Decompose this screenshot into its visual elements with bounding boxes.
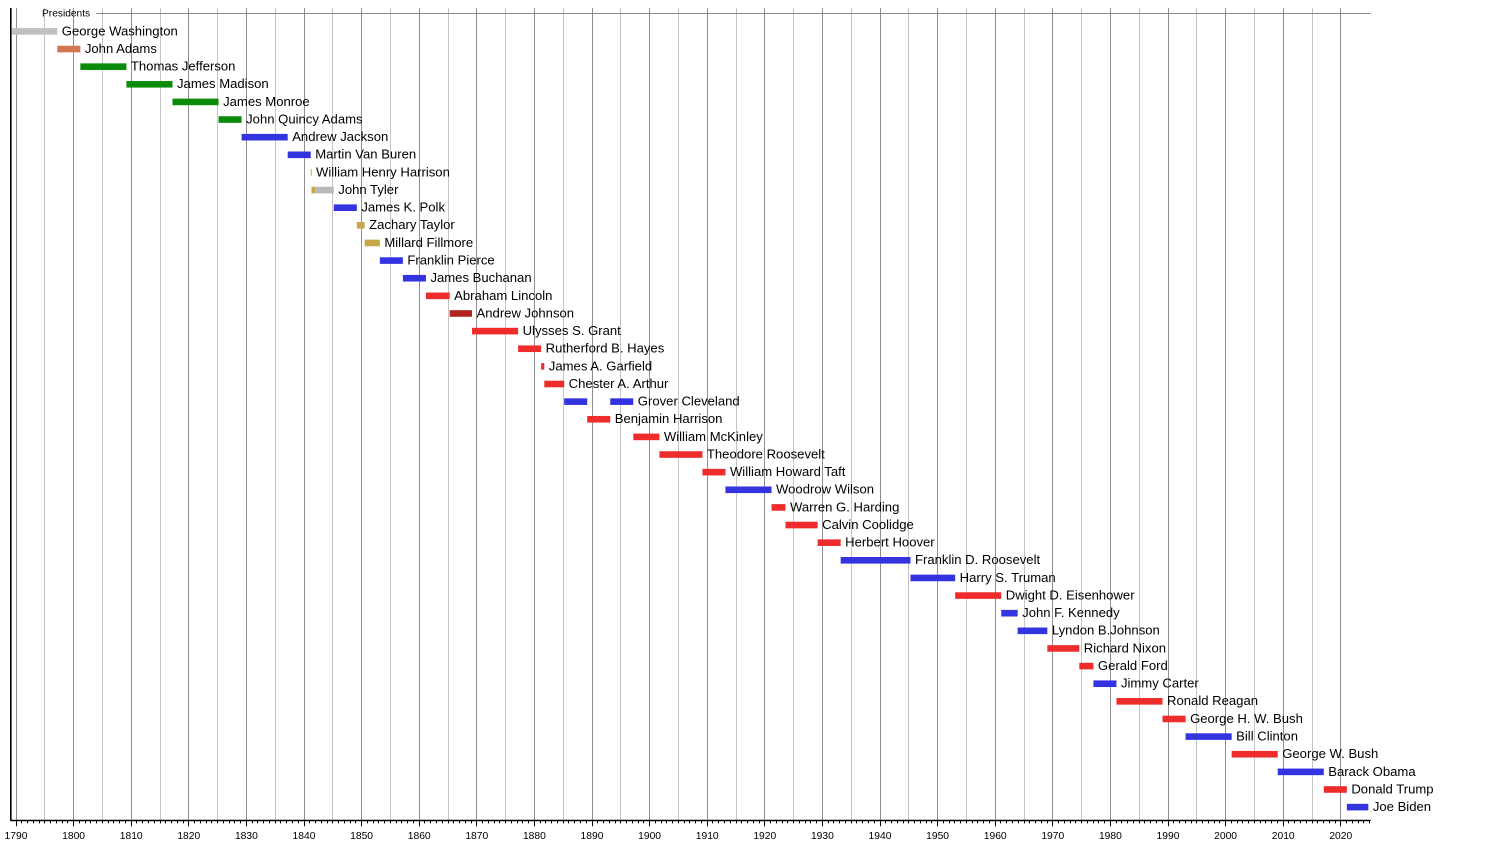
svg-text:John Quincy Adams: John Quincy Adams: [246, 111, 363, 126]
svg-text:1990: 1990: [1157, 831, 1180, 840]
svg-text:2000: 2000: [1214, 831, 1237, 840]
svg-text:James Madison: James Madison: [177, 76, 269, 91]
svg-text:Presidents: Presidents: [42, 9, 90, 20]
svg-text:Ulysses S. Grant: Ulysses S. Grant: [523, 323, 622, 338]
svg-text:Gerald Ford: Gerald Ford: [1098, 658, 1168, 673]
svg-text:1790: 1790: [5, 831, 28, 840]
svg-text:John F. Kennedy: John F. Kennedy: [1022, 605, 1120, 620]
svg-text:William Howard Taft: William Howard Taft: [730, 464, 846, 479]
svg-text:1900: 1900: [638, 831, 661, 840]
svg-text:John Adams: John Adams: [85, 41, 158, 56]
svg-text:Chester A. Arthur: Chester A. Arthur: [569, 376, 669, 391]
svg-text:James A. Garfield: James A. Garfield: [549, 358, 652, 373]
svg-text:Calvin Coolidge: Calvin Coolidge: [822, 517, 914, 532]
svg-text:Thomas Jefferson: Thomas Jefferson: [131, 59, 236, 74]
svg-text:Millard Fillmore: Millard Fillmore: [384, 235, 473, 250]
svg-text:1970: 1970: [1041, 831, 1064, 840]
svg-text:John Tyler: John Tyler: [338, 182, 399, 197]
svg-text:2020: 2020: [1329, 831, 1352, 840]
svg-text:Ronald Reagan: Ronald Reagan: [1167, 693, 1258, 708]
svg-text:James Buchanan: James Buchanan: [430, 270, 531, 285]
svg-text:1880: 1880: [523, 831, 546, 840]
svg-text:Zachary Taylor: Zachary Taylor: [369, 217, 455, 232]
svg-text:Andrew Johnson: Andrew Johnson: [477, 305, 575, 320]
svg-text:William Henry Harrison: William Henry Harrison: [316, 164, 450, 179]
svg-text:James Monroe: James Monroe: [223, 94, 310, 109]
svg-text:Abraham Lincoln: Abraham Lincoln: [454, 288, 552, 303]
svg-text:1830: 1830: [235, 831, 258, 840]
svg-text:Franklin D. Roosevelt: Franklin D. Roosevelt: [915, 552, 1041, 567]
svg-text:Andrew Jackson: Andrew Jackson: [292, 129, 388, 144]
svg-text:2010: 2010: [1272, 831, 1295, 840]
svg-text:Rutherford B. Hayes: Rutherford B. Hayes: [546, 341, 665, 356]
svg-text:George H. W. Bush: George H. W. Bush: [1190, 711, 1303, 726]
svg-text:Harry S. Truman: Harry S. Truman: [960, 570, 1056, 585]
svg-text:Joe Biden: Joe Biden: [1373, 799, 1431, 814]
svg-text:James K. Polk: James K. Polk: [361, 200, 445, 215]
svg-text:1950: 1950: [926, 831, 949, 840]
svg-text:Dwight D. Eisenhower: Dwight D. Eisenhower: [1006, 587, 1135, 602]
svg-text:Lyndon B.Johnson: Lyndon B.Johnson: [1052, 623, 1160, 638]
svg-text:1820: 1820: [177, 831, 200, 840]
svg-text:1980: 1980: [1099, 831, 1122, 840]
svg-text:Grover Cleveland: Grover Cleveland: [638, 394, 740, 409]
svg-text:Jimmy Carter: Jimmy Carter: [1121, 676, 1199, 691]
svg-text:1930: 1930: [811, 831, 834, 840]
svg-text:George W. Bush: George W. Bush: [1282, 746, 1378, 761]
svg-text:1840: 1840: [293, 831, 316, 840]
svg-text:Bill Clinton: Bill Clinton: [1236, 729, 1298, 744]
svg-text:Benjamin Harrison: Benjamin Harrison: [615, 411, 723, 426]
svg-text:Martin Van Buren: Martin Van Buren: [315, 147, 416, 162]
svg-text:George Washington: George Washington: [62, 23, 178, 38]
svg-text:1890: 1890: [581, 831, 604, 840]
svg-text:Woodrow Wilson: Woodrow Wilson: [776, 482, 874, 497]
svg-text:1960: 1960: [984, 831, 1007, 840]
svg-text:1860: 1860: [408, 831, 431, 840]
svg-text:1910: 1910: [696, 831, 719, 840]
svg-text:William McKinley: William McKinley: [664, 429, 763, 444]
svg-text:Franklin Pierce: Franklin Pierce: [407, 252, 494, 267]
svg-text:1940: 1940: [869, 831, 892, 840]
svg-text:Donald Trump: Donald Trump: [1351, 781, 1433, 796]
svg-text:1800: 1800: [62, 831, 85, 840]
svg-text:Theodore Roosevelt: Theodore Roosevelt: [707, 446, 825, 461]
svg-text:Barack Obama: Barack Obama: [1328, 764, 1416, 779]
svg-text:Warren G. Harding: Warren G. Harding: [790, 499, 899, 514]
svg-text:Richard Nixon: Richard Nixon: [1084, 640, 1166, 655]
svg-text:1920: 1920: [753, 831, 776, 840]
svg-text:1810: 1810: [120, 831, 143, 840]
svg-text:Herbert Hoover: Herbert Hoover: [845, 535, 935, 550]
svg-text:1870: 1870: [465, 831, 488, 840]
svg-text:1850: 1850: [350, 831, 373, 840]
